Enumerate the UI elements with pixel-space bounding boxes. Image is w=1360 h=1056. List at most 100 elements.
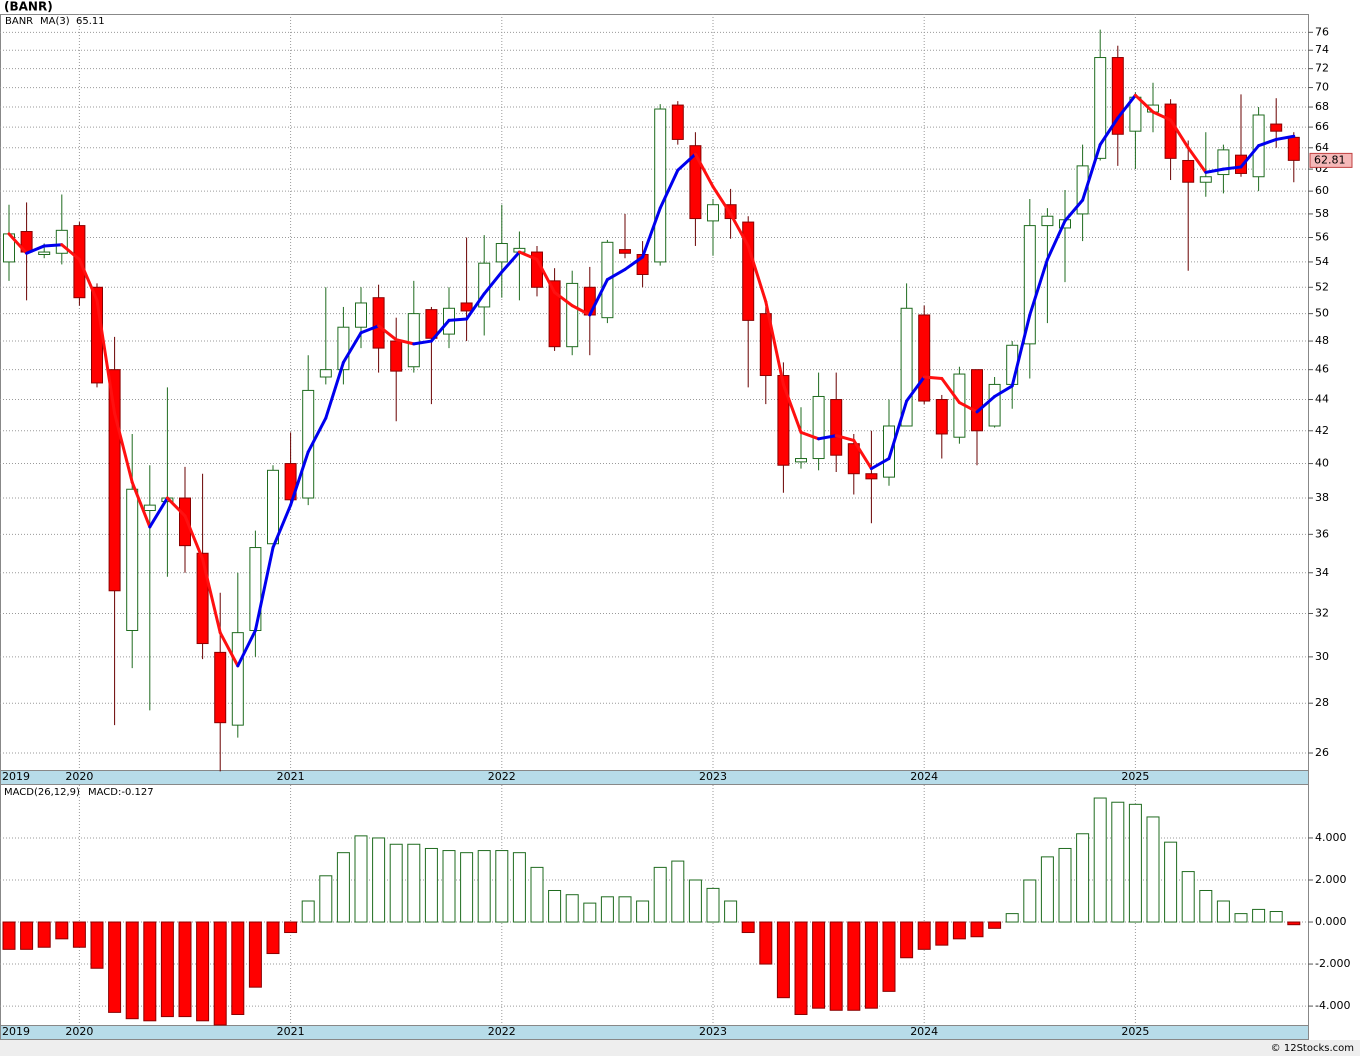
ma-line [201, 557, 222, 635]
candle-body [707, 204, 719, 222]
x-tick-label: 2021 [277, 770, 305, 783]
macd-bar [548, 889, 562, 923]
ma-line [1063, 198, 1085, 223]
macd-bar [1181, 871, 1195, 923]
ma-line [852, 438, 873, 471]
ma-line [940, 376, 961, 405]
ma-line [887, 399, 909, 461]
last-price-box [1309, 152, 1353, 168]
candle-body [566, 282, 579, 348]
candle-body [548, 280, 561, 348]
y-tick-label: 46 [1315, 363, 1329, 376]
ma-line [183, 514, 205, 561]
candle-body [319, 369, 332, 378]
y-tick-label: 66 [1315, 120, 1329, 133]
candle-body [355, 302, 367, 328]
macd-bar [284, 921, 298, 934]
macd-bar [776, 921, 790, 999]
candle-body [1041, 215, 1054, 227]
macd-bar [460, 852, 474, 923]
ma-line [1204, 167, 1225, 174]
candle-body [689, 145, 702, 220]
y-tick-label: 54 [1315, 255, 1329, 268]
macd-bar [917, 921, 931, 950]
macd-bar [1023, 879, 1037, 923]
macd-bar [301, 900, 315, 923]
y-tick-label: 2.000 [1315, 873, 1347, 886]
macd-bar [900, 921, 914, 959]
y-tick-label: 32 [1315, 606, 1329, 619]
legend-value: 65.11 [76, 16, 105, 27]
ma-line [570, 304, 592, 317]
candle-body [883, 425, 895, 478]
ma-line [429, 318, 451, 343]
macd-bar [424, 847, 438, 923]
x-tick-label: 2019 [2, 1025, 30, 1038]
candle-body [337, 326, 350, 371]
candle-body [460, 302, 473, 312]
ma-line [817, 434, 838, 441]
ma-line [394, 338, 416, 346]
macd-bar [706, 887, 720, 923]
macd-bar [952, 921, 966, 940]
ma-line [1239, 144, 1261, 169]
candle-body [55, 229, 68, 254]
ma-line [253, 546, 275, 632]
ma-line [60, 243, 81, 261]
y-tick-label: 0.000 [1315, 915, 1347, 928]
ma-line [1028, 257, 1049, 317]
macd-bar [72, 921, 86, 948]
ma-line [412, 339, 433, 346]
ma-line [1010, 313, 1032, 388]
candle-body [38, 251, 51, 256]
macd-bar [319, 875, 333, 923]
candle-body [267, 469, 279, 545]
x-tick-label: 2024 [910, 770, 938, 783]
macd-bar [372, 837, 386, 923]
macd-bar [724, 900, 738, 923]
candle-body [900, 307, 913, 427]
ma-line [377, 324, 398, 342]
candle-body [196, 552, 209, 645]
legend-name: MACD: [88, 787, 121, 798]
year-band [0, 1025, 1309, 1040]
macd-bar [442, 850, 456, 923]
candle-body [742, 221, 755, 321]
ma-line [500, 250, 521, 274]
macd-bar [1005, 913, 1019, 923]
macd-bar [829, 921, 843, 1011]
ma-line [1274, 134, 1296, 141]
y-tick-label: 76 [1315, 25, 1329, 38]
candle-body [1287, 136, 1300, 161]
candle-body [108, 369, 121, 592]
candle-body [847, 443, 860, 475]
macd-bar [1269, 911, 1283, 923]
ma-line [1133, 93, 1155, 114]
year-band [0, 770, 1309, 785]
y-tick-label: 48 [1315, 334, 1329, 347]
candle-body [126, 488, 139, 631]
ma-line [676, 152, 697, 172]
y-tick-label: 70 [1315, 81, 1329, 94]
macd-bar [1164, 841, 1178, 923]
y-tick-label: 36 [1315, 527, 1329, 540]
candle-body [143, 504, 156, 512]
ma-line [799, 430, 821, 441]
macd-bar [495, 850, 509, 923]
ma-line [1169, 118, 1190, 150]
ma-line [324, 360, 345, 420]
x-tick-label: 2025 [1121, 1025, 1149, 1038]
macd-bar [1040, 856, 1054, 923]
macd-bar [688, 879, 702, 923]
macd-bar [407, 843, 421, 923]
ma-line [1045, 219, 1067, 261]
ma-line [729, 212, 750, 248]
candle-body [1270, 123, 1283, 132]
y-tick-label: 58 [1315, 207, 1329, 220]
footer: © 12Stocks.com [1271, 1043, 1354, 1054]
candle-body [407, 313, 420, 368]
macd-bar [794, 921, 808, 1015]
y-tick-label: 34 [1315, 566, 1329, 579]
macd-bar [1234, 913, 1248, 923]
ma-line [25, 244, 46, 255]
